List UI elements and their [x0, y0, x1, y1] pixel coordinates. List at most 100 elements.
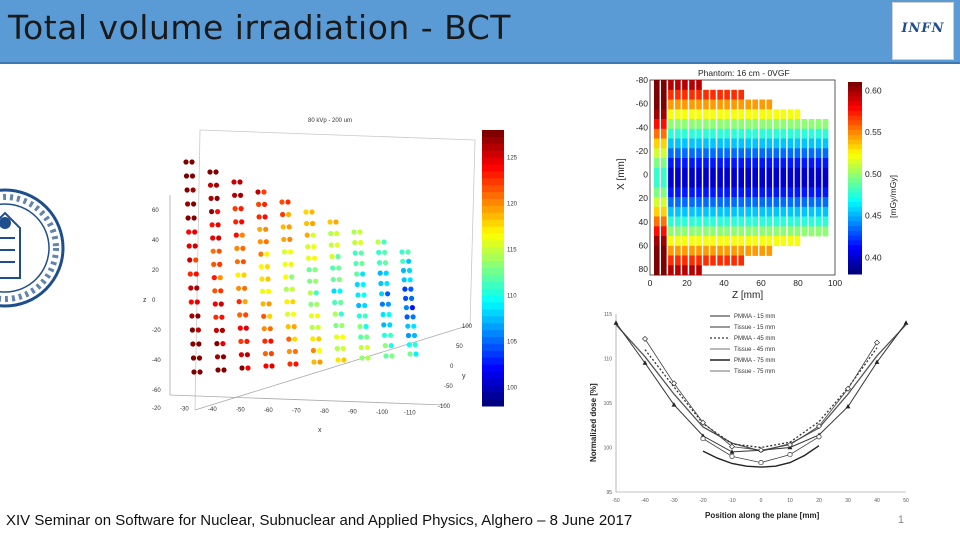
colorbar-segment	[482, 399, 504, 407]
scatter-colorbar-tick: 100	[507, 386, 518, 392]
heatmap-cell	[654, 158, 660, 169]
scatter-y-tick: -100	[438, 404, 451, 410]
scatter-point	[267, 326, 273, 332]
heatmap-cell	[654, 138, 660, 149]
scatter-point	[264, 251, 270, 257]
heatmap-x-tick: 60	[756, 278, 766, 288]
title-bar: Total volume irradiation - BCT INFN	[0, 0, 960, 64]
heatmap-cell	[703, 255, 709, 266]
scatter-point	[280, 211, 286, 218]
heatmap-cell	[752, 177, 758, 188]
heatmap-cell	[703, 138, 709, 149]
heatmap-cell	[654, 89, 660, 100]
scatter-point	[311, 255, 318, 261]
heatmap-cell	[717, 187, 723, 198]
heatmap-cell	[703, 89, 709, 100]
heatmap-cell	[696, 128, 702, 139]
scatter-point	[212, 301, 218, 307]
heatmap-cell	[696, 138, 702, 149]
heatmap-cell	[689, 148, 695, 159]
heatmap-xlabel: Z [mm]	[732, 290, 763, 300]
heatmap-cell	[815, 148, 822, 159]
heatmap-x-tick: 100	[828, 278, 842, 288]
scatter-point	[239, 232, 245, 238]
scatter-point	[377, 270, 383, 276]
scatter-point	[334, 345, 340, 352]
scatter-point	[285, 199, 291, 205]
line-chart-legend: PMMA - 15 mm Tissue - 15 mm PMMA - 45 mm Ti…	[710, 314, 775, 375]
heatmap-x-tick: 80	[793, 278, 803, 288]
heatmap-cell	[738, 177, 744, 188]
heatmap-cell	[710, 245, 716, 256]
scatter-point	[214, 195, 220, 201]
line-point	[700, 436, 706, 442]
heatmap-cell	[766, 206, 773, 217]
heatmap-cell	[689, 177, 695, 188]
scatter-point	[411, 323, 417, 329]
scatter-z-tick: -60	[152, 388, 161, 394]
colorbar-segment	[482, 219, 504, 228]
heatmap-cell	[766, 138, 773, 149]
colorbar-segment	[848, 206, 862, 213]
scatter-point	[358, 250, 364, 256]
heatmap-cell	[710, 216, 716, 227]
heatmap-cell	[745, 197, 751, 208]
scatter-point	[243, 312, 249, 318]
heatmap-cell	[703, 119, 709, 130]
scatter-point	[262, 338, 268, 344]
heatmap-cell	[780, 177, 787, 188]
heatmap-cell	[759, 109, 765, 120]
heatmap-cell	[801, 177, 808, 188]
line-point	[729, 443, 735, 450]
scatter-x-tick: -60	[264, 408, 273, 414]
heatmap-cell	[787, 128, 794, 139]
colorbar-segment	[482, 378, 504, 386]
heatmap-cell	[696, 206, 702, 217]
scatter-point	[285, 324, 291, 330]
heatmap-cell	[759, 99, 765, 110]
heatmap-cell	[794, 128, 801, 139]
legend-label: PMMA - 45 mm	[734, 336, 775, 342]
heatmap-cell	[654, 80, 660, 91]
scatter-point	[243, 325, 249, 331]
heatmap-cell	[731, 158, 737, 169]
heatmap-cell	[668, 187, 674, 198]
colorbar-segment	[482, 254, 504, 262]
scatter-point	[268, 351, 274, 357]
scatter-point	[332, 299, 338, 306]
colorbar-segment	[848, 269, 862, 275]
heatmap-cell	[759, 148, 765, 159]
heatmap-cell	[668, 245, 674, 256]
heatmap-cell	[766, 109, 773, 120]
scatter-point	[291, 324, 297, 330]
heatmap-cell	[801, 128, 808, 139]
heatmap-cell	[738, 167, 744, 178]
heatmap-cell	[752, 119, 758, 130]
scatter-x-tick: -100	[376, 410, 389, 416]
legend-label: PMMA - 75 mm	[734, 358, 775, 364]
heatmap-cell	[661, 265, 667, 276]
heatmap-cell	[661, 206, 667, 217]
heatmap-cell	[801, 167, 808, 178]
heatmap-cell	[808, 206, 815, 217]
scatter-point	[238, 192, 244, 198]
heatmap-cell	[703, 197, 709, 208]
scatter-x-tick: -40	[208, 407, 217, 413]
heatmap-cell	[661, 216, 667, 227]
heatmap-cell	[787, 236, 794, 247]
heatmap-cell	[661, 158, 667, 169]
scatter-point	[244, 338, 250, 344]
heatmap-cell	[724, 167, 730, 178]
dose-heatmap-chart: Phantom: 16 cm - 0VGF -80 -60 -40 -20 0 20 40 6…	[616, 70, 898, 300]
heatmap-cell	[654, 245, 660, 256]
scatter-point	[269, 363, 275, 369]
scatter-point	[242, 285, 248, 291]
heatmap-cell	[738, 197, 744, 208]
line-x-tick: -30	[670, 498, 677, 504]
line-point	[874, 359, 880, 364]
heatmap-cell	[766, 167, 773, 178]
line-point	[758, 460, 764, 466]
heatmap-cell	[696, 99, 702, 110]
heatmap-cell	[815, 206, 822, 217]
heatmap-cell	[675, 148, 681, 159]
